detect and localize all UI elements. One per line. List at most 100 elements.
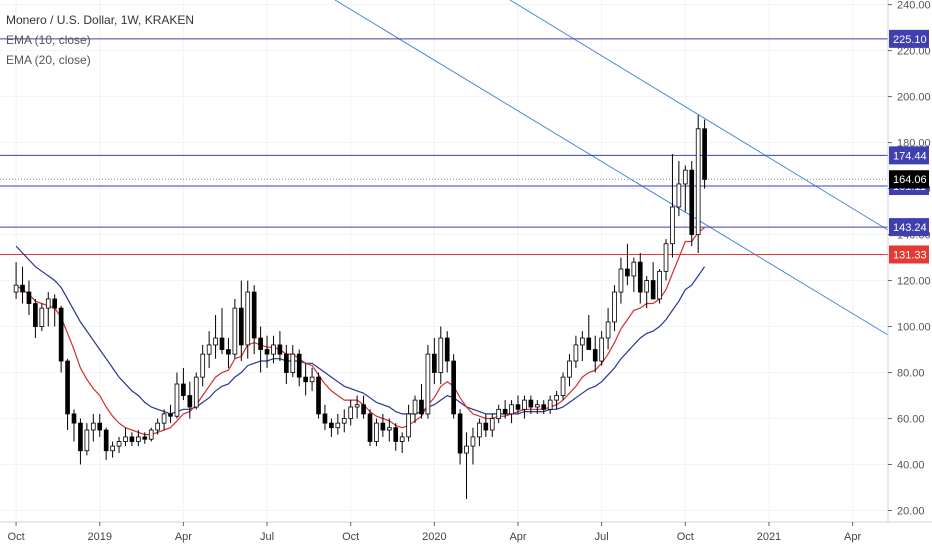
legend-ema20: EMA (20, close) xyxy=(6,53,91,67)
candle-body xyxy=(264,349,270,355)
legend: Monero / U.S. Dollar, 1W, KRAKEN EMA (10… xyxy=(6,10,194,70)
candle-body xyxy=(181,383,186,396)
candle-body xyxy=(284,353,289,373)
level-label-bg xyxy=(889,245,929,264)
candle-body xyxy=(560,376,566,396)
candle-body xyxy=(251,291,257,339)
x-tick-label: Oct xyxy=(677,531,694,543)
candle-body xyxy=(155,422,160,431)
trend-line-lower xyxy=(334,0,889,336)
x-tick-label: Apr xyxy=(844,531,861,543)
candle-body xyxy=(567,360,572,378)
candle-body xyxy=(599,337,604,362)
candle-body xyxy=(187,395,193,408)
candle-body xyxy=(65,360,70,415)
candle-body xyxy=(631,261,637,277)
candle-body xyxy=(406,413,411,438)
candle-body xyxy=(348,406,354,419)
candle-body xyxy=(444,337,450,362)
candle-body xyxy=(554,395,559,401)
candle-body xyxy=(695,128,701,235)
y-tick-label: 40.00 xyxy=(897,460,925,472)
candle-body xyxy=(238,307,244,346)
candle-body xyxy=(39,307,45,327)
candle-body xyxy=(386,427,392,431)
candle-body xyxy=(618,268,624,293)
candle-body xyxy=(650,280,656,300)
candle-body xyxy=(97,422,103,431)
candle-body xyxy=(509,404,514,415)
grid xyxy=(0,0,888,522)
candle-body xyxy=(90,422,96,431)
candle-body xyxy=(20,284,25,293)
candle-body xyxy=(232,307,238,355)
candle-body xyxy=(483,422,489,431)
candle-body xyxy=(271,344,276,355)
candle-body xyxy=(245,291,251,346)
candle-body xyxy=(393,427,399,442)
candle-body xyxy=(226,349,231,355)
y-tick-label: 80.00 xyxy=(897,368,925,380)
y-tick-label: 240.00 xyxy=(897,0,931,12)
candle-body xyxy=(637,261,643,293)
candle-body xyxy=(425,353,431,415)
candle-body xyxy=(13,284,19,293)
candle-body xyxy=(528,399,534,408)
candle-body xyxy=(592,349,598,362)
candle-body xyxy=(290,353,296,373)
x-tick-label: Oct xyxy=(342,531,359,543)
candle-body xyxy=(689,169,695,235)
candle-body xyxy=(586,337,592,350)
candle-body xyxy=(142,436,148,440)
candles xyxy=(13,114,707,500)
candle-body xyxy=(84,429,90,452)
trend-lines xyxy=(334,0,889,336)
candle-body xyxy=(477,422,482,438)
candle-body xyxy=(58,307,64,362)
candle-body xyxy=(522,399,527,410)
candle-body xyxy=(161,413,167,424)
candle-body xyxy=(670,206,675,245)
level-label: 131.33 xyxy=(893,249,927,261)
candle-body xyxy=(316,376,321,415)
candle-body xyxy=(200,353,206,378)
candle-body xyxy=(213,337,218,346)
x-tick-label: Jul xyxy=(260,531,274,543)
chart-title: Monero / U.S. Dollar, 1W, KRAKEN xyxy=(6,13,195,27)
candle-body xyxy=(52,298,58,309)
candle-body xyxy=(457,413,463,454)
candle-body xyxy=(129,436,135,442)
candle-body xyxy=(470,436,476,447)
candle-body xyxy=(296,353,302,378)
candle-body xyxy=(322,413,328,424)
candle-body xyxy=(219,337,225,350)
y-tick-label: 200.00 xyxy=(897,92,931,104)
candle-body xyxy=(682,169,688,185)
level-label: 143.24 xyxy=(893,222,927,234)
candle-body xyxy=(206,344,212,355)
last-price-label-bg xyxy=(889,170,929,189)
x-tick-label: 2021 xyxy=(757,531,781,543)
candle-body xyxy=(541,404,547,410)
candle-body xyxy=(374,422,379,442)
candle-body xyxy=(116,441,122,447)
candle-body xyxy=(663,243,669,272)
candle-body xyxy=(496,408,502,419)
candle-body xyxy=(612,291,617,323)
candle-body xyxy=(438,337,444,373)
candle-body xyxy=(625,268,630,277)
candle-body xyxy=(258,337,263,350)
candle-body xyxy=(657,270,662,300)
candle-body xyxy=(168,413,173,417)
candle-body xyxy=(412,399,418,415)
candle-body xyxy=(534,404,540,408)
candle-body xyxy=(580,337,585,346)
candle-body xyxy=(335,422,341,429)
legend-ema10: EMA (10, close) xyxy=(6,33,91,47)
candle-body xyxy=(26,291,32,304)
x-tick-label: Jul xyxy=(595,531,609,543)
candle-body xyxy=(45,298,51,309)
ema-lines xyxy=(15,227,706,436)
